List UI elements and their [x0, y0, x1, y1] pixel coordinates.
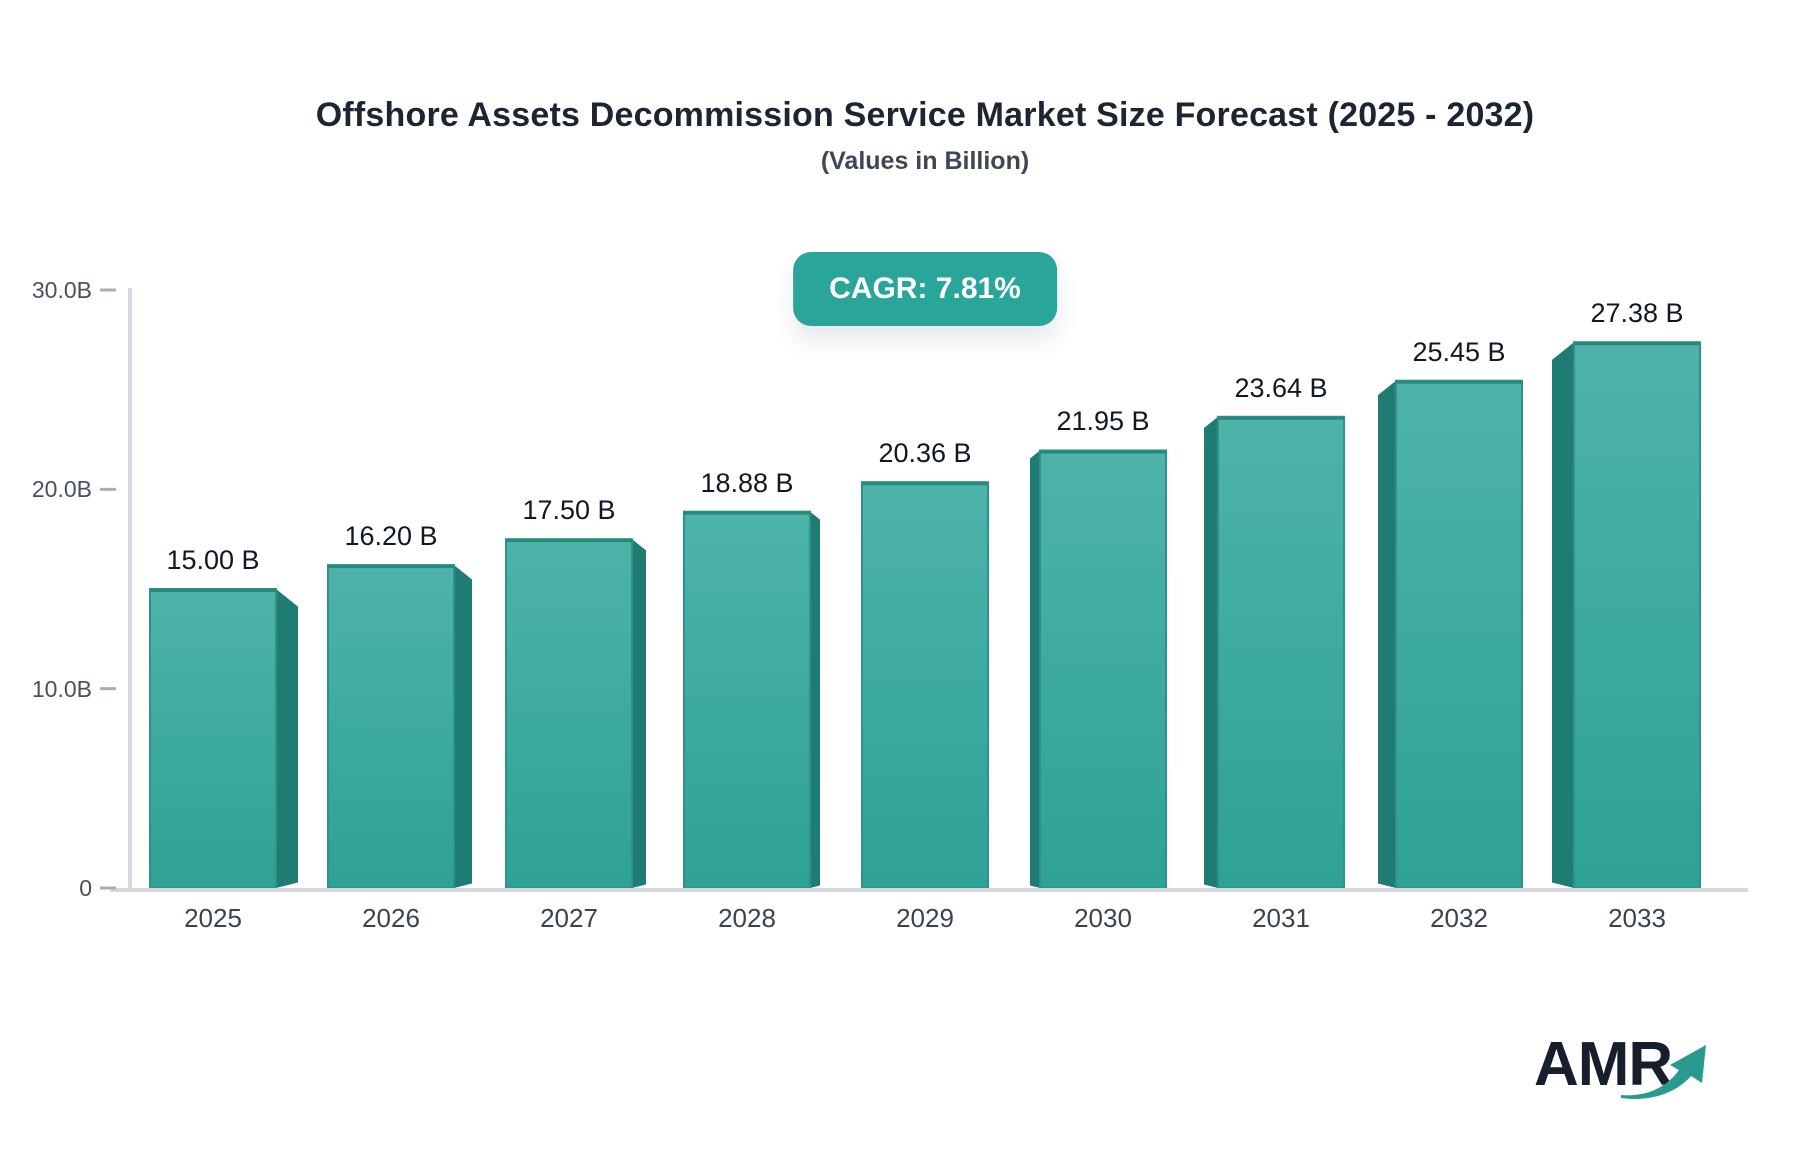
bar-top-edge	[1574, 342, 1700, 346]
y-axis-label-20.0B: 20.0B	[31, 476, 92, 503]
bar-front-face	[505, 538, 633, 890]
bar-2029	[861, 481, 989, 889]
y-tick-mark	[100, 687, 116, 691]
bar-side-face	[1030, 450, 1040, 888]
bar-front-face	[327, 564, 455, 890]
bar-side-face	[454, 565, 472, 888]
x-axis-label-2029: 2029	[896, 903, 954, 933]
x-axis-label-2031: 2031	[1252, 903, 1310, 933]
bar-front-face	[861, 481, 989, 889]
x-axis-label-2025: 2025	[184, 903, 242, 933]
amr-logo-text: AMR	[1534, 1030, 1673, 1099]
y-axis-label-10.0B: 10.0B	[31, 675, 92, 702]
bar-top-edge	[1396, 380, 1522, 384]
value-label-2028: 18.88 B	[700, 467, 794, 498]
bar-2031	[1204, 415, 1345, 889]
chart-subtitle: (Values in Billion)	[820, 147, 1030, 175]
value-label-2026: 16.20 B	[344, 521, 438, 552]
bar-top-edge	[506, 539, 632, 543]
y-axis-line	[128, 288, 132, 888]
value-label-2033: 27.38 B	[1590, 298, 1684, 329]
y-tick-mark	[100, 886, 116, 890]
bar-side-face	[1204, 416, 1218, 888]
bar-2026	[327, 564, 472, 890]
value-label-2027: 17.50 B	[522, 495, 616, 526]
y-tick-mark	[100, 288, 116, 292]
bar-2032	[1378, 379, 1523, 889]
bar-top-edge	[328, 565, 454, 569]
bar-side-face	[276, 589, 298, 888]
cagr-badge: CAGR: 7.81%	[793, 252, 1057, 326]
bar-top-edge	[1040, 450, 1166, 454]
bar-top-edge	[1218, 416, 1344, 420]
amr-logo: AMR	[1528, 1028, 1778, 1112]
bar-front-face	[683, 510, 811, 889]
bar-front-face	[1573, 341, 1701, 889]
x-axis-label-2026: 2026	[362, 903, 420, 933]
value-label-2031: 23.64 B	[1234, 372, 1328, 403]
bar-2028	[683, 510, 820, 889]
bar-2025	[149, 588, 298, 889]
x-axis-line	[110, 888, 1748, 892]
page-title: Offshore Assets Decommission Service Mar…	[315, 96, 1535, 134]
bar-side-face	[1552, 342, 1574, 888]
y-tick-mark	[100, 487, 116, 491]
bar-side-face	[632, 539, 646, 888]
value-label-2025: 15.00 B	[166, 545, 260, 575]
x-axis-label-2028: 2028	[718, 903, 776, 933]
bar-front-face	[1217, 415, 1345, 889]
bar-2033	[1552, 341, 1701, 889]
bar-2030	[1030, 449, 1167, 889]
x-axis-label-2027: 2027	[540, 903, 598, 933]
x-axis-label-2030: 2030	[1074, 903, 1132, 933]
bar-top-edge	[862, 482, 988, 486]
value-label-2032: 25.45 B	[1412, 336, 1506, 367]
growth-arrow-icon	[1621, 1045, 1706, 1099]
value-label-2029: 20.36 B	[878, 438, 972, 469]
bar-front-face	[1039, 449, 1167, 889]
x-axis-label-2033: 2033	[1608, 903, 1666, 933]
bar-top-edge	[150, 589, 276, 592]
bar-side-face	[810, 511, 820, 888]
bar-2027	[505, 538, 646, 890]
x-axis-label-2032: 2032	[1430, 903, 1488, 933]
bar-front-face	[149, 588, 277, 889]
value-label-2030: 21.95 B	[1056, 406, 1150, 437]
y-axis-label-0: 0	[79, 875, 92, 901]
bar-front-face	[1395, 379, 1523, 889]
bar-side-face	[1378, 380, 1396, 888]
bar-top-edge	[684, 511, 810, 515]
y-axis-label-30.0B: 30.0B	[31, 277, 92, 303]
